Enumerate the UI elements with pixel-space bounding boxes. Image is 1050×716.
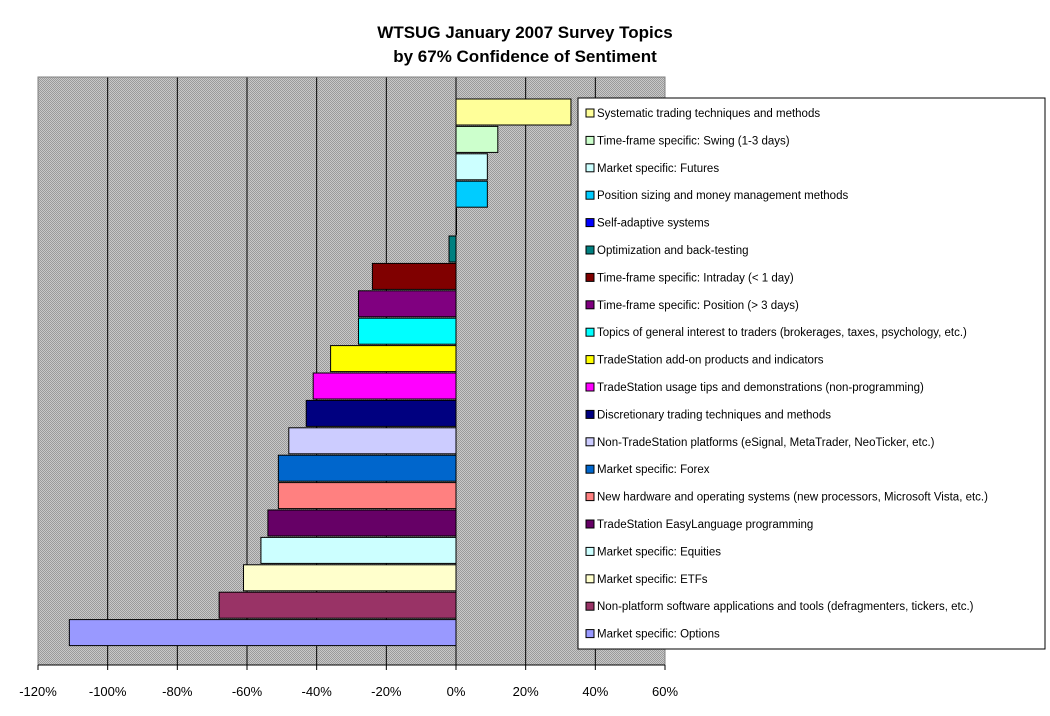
bar: [330, 345, 457, 373]
x-tick-label: -60%: [232, 684, 263, 699]
bar: [260, 536, 457, 564]
legend-swatch: [585, 163, 595, 173]
legend-entry: Market specific: Futures: [597, 163, 719, 175]
legend: [577, 97, 1046, 650]
legend-swatch: [585, 355, 595, 365]
legend-entry: Optimization and back-testing: [597, 245, 749, 257]
legend-swatch: [585, 492, 595, 502]
bar: [357, 317, 457, 345]
legend-entry: Topics of general interest to traders (b…: [597, 327, 967, 339]
bar: [455, 180, 488, 208]
legend-swatch: [585, 382, 595, 392]
legend-swatch: [585, 464, 595, 474]
bar: [371, 262, 457, 290]
legend-swatch: [585, 108, 595, 118]
legend-entry: Self-adaptive systems: [597, 218, 710, 230]
legend-swatch: [585, 574, 595, 584]
legend-entry: Market specific: ETFs: [597, 574, 708, 586]
legend-swatch: [585, 272, 595, 282]
legend-swatch: [585, 629, 595, 639]
bar: [455, 125, 499, 153]
legend-entry: Market specific: Options: [597, 629, 720, 641]
legend-entry: TradeStation add-on products and indicat…: [597, 355, 824, 367]
bar: [288, 427, 457, 455]
bar: [357, 290, 457, 318]
bar: [243, 564, 457, 592]
bar: [312, 372, 457, 400]
legend-entry: New hardware and operating systems (new …: [597, 492, 988, 504]
x-tick-label: 40%: [582, 684, 608, 699]
x-tick-label: -80%: [162, 684, 193, 699]
legend-entry: Position sizing and money management met…: [597, 190, 848, 202]
legend-entry: TradeStation usage tips and demonstratio…: [597, 382, 924, 394]
bar: [455, 153, 488, 181]
legend-entry: Non-TradeStation platforms (eSignal, Met…: [597, 437, 935, 449]
chart-title-line-1: WTSUG January 2007 Survey Topics: [377, 23, 673, 42]
legend-swatch: [585, 546, 595, 556]
legend-entry: Time-frame specific: Position (> 3 days): [597, 300, 799, 312]
legend-entry: Market specific: Forex: [597, 464, 710, 476]
legend-swatch: [585, 190, 595, 200]
legend-swatch: [585, 437, 595, 447]
legend-swatch: [585, 245, 595, 255]
legend-swatch: [585, 218, 595, 228]
bar: [277, 454, 457, 482]
legend-entry: Market specific: Equities: [597, 546, 721, 558]
x-tick-label: -40%: [301, 684, 332, 699]
chart-title-line-2: by 67% Confidence of Sentiment: [393, 47, 657, 66]
legend-entry: Non-platform software applications and t…: [597, 601, 974, 613]
bar: [305, 399, 457, 427]
legend-swatch: [585, 300, 595, 310]
bar: [68, 619, 457, 647]
legend-entry: Discretionary trading techniques and met…: [597, 409, 831, 421]
x-tick-label: 60%: [652, 684, 678, 699]
bar: [455, 208, 457, 236]
legend-entry: TradeStation EasyLanguage programming: [597, 519, 813, 531]
x-tick-label: -100%: [89, 684, 127, 699]
x-tick-label: 20%: [513, 684, 539, 699]
legend-entry: Systematic trading techniques and method…: [597, 108, 820, 120]
legend-swatch: [585, 519, 595, 529]
x-tick-label: 0%: [447, 684, 466, 699]
bar: [448, 235, 457, 263]
bar: [267, 509, 457, 537]
legend-swatch: [585, 135, 595, 145]
legend-entry: Time-frame specific: Intraday (< 1 day): [597, 272, 794, 284]
x-tick-label: -20%: [371, 684, 402, 699]
x-tick-label: -120%: [19, 684, 57, 699]
legend-swatch: [585, 327, 595, 337]
legend-swatch: [585, 409, 595, 419]
bar: [277, 482, 457, 510]
bar: [455, 98, 572, 126]
legend-swatch: [585, 601, 595, 611]
legend-entry: Time-frame specific: Swing (1-3 days): [597, 135, 790, 147]
bar: [218, 591, 457, 619]
